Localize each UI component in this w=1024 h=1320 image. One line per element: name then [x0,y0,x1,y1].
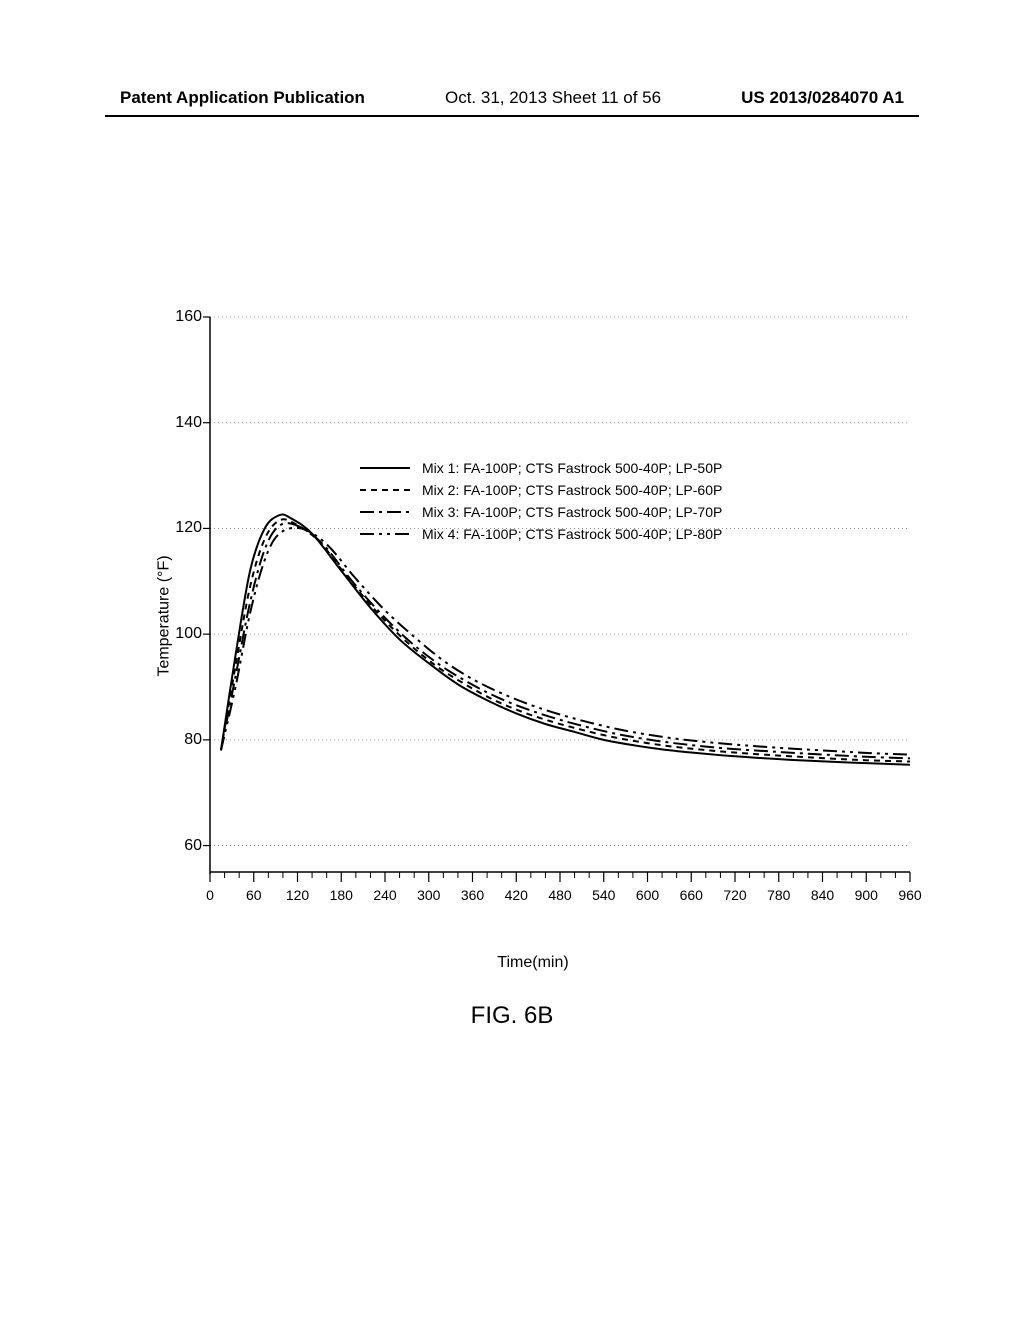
x-tick-label: 240 [373,887,396,903]
x-tick-label: 780 [767,887,790,903]
series-line [221,514,910,764]
legend-line-sample [358,524,412,544]
x-tick-label: 600 [636,887,659,903]
legend-item: Mix 2: FA-100P; CTS Fastrock 500-40P; LP… [358,479,722,501]
series-line [221,523,910,758]
chart-svg [148,312,918,920]
legend-label: Mix 3: FA-100P; CTS Fastrock 500-40P; LP… [422,504,722,520]
header-publication-number: US 2013/0284070 A1 [741,88,904,108]
legend-item: Mix 3: FA-100P; CTS Fastrock 500-40P; LP… [358,501,722,523]
x-tick-label: 60 [246,887,262,903]
x-tick-label: 660 [680,887,703,903]
series-line [221,528,910,755]
legend-line-sample [358,480,412,500]
page-header: Patent Application Publication Oct. 31, … [0,88,1024,108]
y-tick-label: 120 [152,519,202,537]
y-tick-label: 60 [152,837,202,855]
x-tick-label: 360 [461,887,484,903]
y-tick-label: 80 [152,731,202,749]
x-tick-label: 540 [592,887,615,903]
legend-label: Mix 2: FA-100P; CTS Fastrock 500-40P; LP… [422,482,722,498]
chart-legend: Mix 1: FA-100P; CTS Fastrock 500-40P; LP… [358,457,722,545]
x-axis-label: Time(min) [497,954,568,972]
legend-label: Mix 4: FA-100P; CTS Fastrock 500-40P; LP… [422,526,722,542]
legend-line-sample [358,458,412,478]
x-tick-label: 420 [505,887,528,903]
legend-line-sample [358,502,412,522]
header-date-sheet: Oct. 31, 2013 Sheet 11 of 56 [445,88,661,108]
x-tick-label: 0 [206,887,214,903]
header-publication-type: Patent Application Publication [120,88,365,108]
y-tick-label: 160 [152,308,202,326]
x-tick-label: 720 [723,887,746,903]
series-line [221,519,910,761]
x-tick-label: 480 [548,887,571,903]
y-axis-label: Temperature (°F) [156,555,174,676]
legend-item: Mix 4: FA-100P; CTS Fastrock 500-40P; LP… [358,523,722,545]
x-tick-label: 120 [286,887,309,903]
header-divider [105,115,919,117]
legend-item: Mix 1: FA-100P; CTS Fastrock 500-40P; LP… [358,457,722,479]
x-tick-label: 900 [855,887,878,903]
x-tick-label: 840 [811,887,834,903]
figure-caption: FIG. 6B [471,1002,554,1030]
y-tick-label: 100 [152,625,202,643]
x-tick-label: 960 [898,887,921,903]
y-tick-label: 140 [152,414,202,432]
temperature-time-chart: Temperature (°F) Time(min) 6080100120140… [148,312,918,920]
x-tick-label: 300 [417,887,440,903]
x-tick-label: 180 [330,887,353,903]
legend-label: Mix 1: FA-100P; CTS Fastrock 500-40P; LP… [422,460,722,476]
